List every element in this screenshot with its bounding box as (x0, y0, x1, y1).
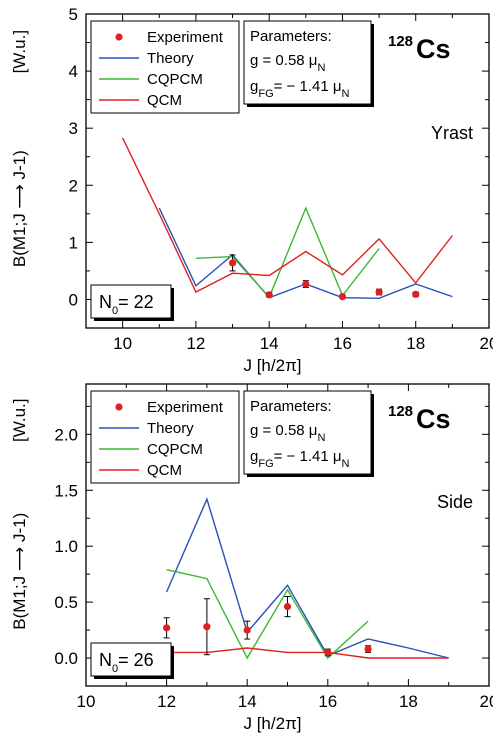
nucleus-symbol: Cs (416, 404, 451, 434)
experiment-point (338, 293, 347, 301)
n0-label: N0= 22 (99, 292, 154, 317)
nucleus-mass: 128 (388, 403, 413, 420)
experiment-point (302, 280, 310, 288)
legend-label: Experiment (147, 29, 224, 46)
parameters-box (243, 20, 372, 105)
x-tick-label: 14 (238, 692, 257, 711)
experiment-point (163, 624, 171, 632)
x-tick-label: 10 (77, 692, 96, 711)
experiment-point (203, 623, 211, 631)
legend-label: Experiment (147, 399, 224, 416)
series-line-cqpcm (166, 569, 369, 660)
experiment-point (324, 648, 332, 657)
legend-label: Theory (147, 420, 194, 437)
legend-label: CQPCM (147, 71, 203, 88)
y-tick-label: 2.0 (54, 425, 78, 444)
x-tick-label: 12 (157, 692, 176, 711)
series-line-qcm (166, 647, 449, 659)
x-tick-label: 18 (406, 334, 425, 353)
parameter-g: g = 0.58 μN (250, 422, 325, 444)
x-axis-label: J [h/2π] (243, 356, 301, 375)
y-tick-label: 1.0 (54, 537, 78, 556)
nucleus-mass: 128 (388, 33, 413, 50)
n0-label: N0= 26 (99, 650, 154, 675)
parameter-gfg: gFG= − 1.41 μN (250, 448, 349, 470)
legend-label: Theory (147, 50, 194, 67)
experiment-point (412, 290, 420, 298)
y-axis-label: B(M1;J ⟶ J-1) (10, 150, 29, 267)
n0-box (90, 284, 172, 319)
experiment-point (228, 259, 237, 267)
y-tick-label: 0 (69, 290, 78, 309)
x-tick-label: 14 (260, 334, 279, 353)
x-tick-label: 18 (399, 692, 418, 711)
nucleus-symbol: Cs (416, 34, 451, 64)
y-tick-label: 0.5 (54, 593, 78, 612)
x-tick-label: 10 (113, 334, 132, 353)
plot-frame (85, 13, 490, 329)
x-tick-label: 12 (186, 334, 205, 353)
parameters-title: Parameters: (250, 398, 332, 415)
legend-marker (115, 403, 123, 411)
series-line-qcm (121, 137, 453, 293)
parameter-gfg: gFG= − 1.41 μN (250, 78, 349, 100)
y-tick-label: 1 (69, 233, 78, 252)
y-axis-label: B(M1;J ⟶ J-1) (10, 513, 29, 630)
x-tick-label: 16 (333, 334, 352, 353)
x-tick-label: 20 (480, 334, 493, 353)
y-tick-label: 5 (69, 5, 78, 24)
legend-label: QCM (147, 462, 182, 479)
y-tick-label: 1.5 (54, 481, 78, 500)
y-tick-label: 0.0 (54, 649, 78, 668)
series-line-theory (165, 497, 449, 659)
experiment-point (283, 602, 292, 611)
experiment-point (375, 288, 383, 296)
experiment-point (364, 645, 372, 653)
y-tick-label: 4 (69, 62, 78, 81)
x-tick-label: 16 (318, 692, 337, 711)
parameters-box (243, 390, 372, 475)
parameter-g: g = 0.58 μN (250, 52, 325, 74)
panel-label: Side (437, 492, 473, 512)
chart-panel-1: 101214161820012345J [h/2π]B(M1;J ⟶ J-1)[… (10, 5, 493, 375)
legend-label: QCM (147, 92, 182, 109)
x-tick-label: 20 (480, 692, 493, 711)
legend-label: CQPCM (147, 441, 203, 458)
x-axis-label: J [h/2π] (243, 714, 301, 733)
y-tick-label: 3 (69, 119, 78, 138)
data-layer (163, 497, 449, 660)
parameters-title: Parameters: (250, 28, 332, 45)
series-line-cqpcm (195, 206, 380, 299)
y-axis-unit: [W.u.] (10, 399, 29, 442)
legend-marker (115, 33, 123, 41)
chart-panel-2: 10 12 14 16 18 20 0.0 0.5 1.0 1.5 2.0 J [h/2π] B(M1;… (10, 383, 493, 733)
experiment-point (243, 626, 251, 634)
experiment-point (265, 291, 273, 299)
y-axis-unit: [W.u.] (10, 30, 29, 73)
panel-label: Yrast (431, 123, 473, 143)
data-layer (121, 137, 453, 301)
n0-box (90, 642, 172, 677)
y-tick-label: 2 (69, 176, 78, 195)
